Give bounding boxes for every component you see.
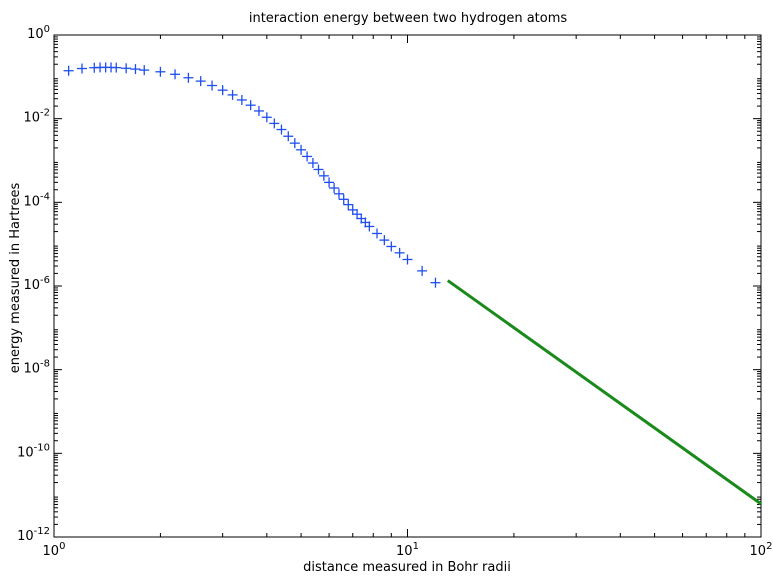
data-point [227, 89, 238, 100]
data-point [63, 65, 74, 76]
y-tick-label: 100 [27, 24, 50, 42]
y-tick-label: 10-12 [17, 526, 50, 544]
data-point [207, 80, 218, 91]
data-point [313, 164, 324, 175]
plot-frame [53, 34, 762, 538]
y-tick-label: 10-4 [23, 191, 50, 209]
data-point [307, 158, 318, 169]
x-tick-label: 100 [43, 541, 66, 559]
asymptote-line [446, 279, 762, 506]
data-point [379, 235, 390, 246]
data-point [139, 65, 150, 76]
data-point [318, 170, 329, 181]
plot-area [63, 62, 762, 506]
data-point [417, 265, 428, 276]
y-axis-label: energy measured in Hartrees [8, 183, 23, 374]
data-point [394, 247, 405, 258]
data-point [253, 105, 264, 116]
data-point [236, 94, 247, 105]
data-point [170, 69, 181, 80]
data-point [296, 144, 307, 155]
x-tick-label: 101 [396, 541, 419, 559]
data-point [183, 72, 194, 83]
scatter-series [63, 62, 441, 288]
data-point [402, 254, 413, 265]
data-point [76, 63, 87, 74]
data-point [276, 124, 287, 135]
data-point [269, 118, 280, 129]
y-tick-label: 10-8 [23, 359, 50, 377]
data-point [283, 131, 294, 142]
y-tick-label: 10-2 [23, 108, 50, 126]
data-point [245, 100, 256, 111]
data-point [430, 277, 441, 288]
data-point [121, 63, 132, 74]
data-point [360, 217, 371, 228]
data-point [261, 112, 272, 123]
data-point [333, 188, 344, 199]
data-point [338, 194, 349, 205]
data-point [130, 64, 141, 75]
data-point [364, 221, 375, 232]
y-tick-label: 10-10 [17, 442, 50, 460]
axes: 100 101 102 10-12 10-10 10-8 10-6 10-4 10-2 100 [17, 24, 772, 559]
data-point [386, 241, 397, 252]
data-point [302, 151, 313, 162]
data-point [347, 204, 358, 215]
y-tick-label: 10-6 [23, 275, 50, 293]
x-axis-label: distance measured in Bohr radii [303, 560, 511, 575]
data-point [329, 183, 340, 194]
data-point [217, 85, 228, 96]
chart-title: interaction energy between two hydrogen … [249, 11, 568, 26]
data-point [195, 76, 206, 87]
data-point [289, 138, 300, 149]
data-point [324, 177, 335, 188]
x-tick-label: 102 [750, 541, 773, 559]
data-point [155, 66, 166, 77]
data-point [352, 209, 363, 220]
data-point [343, 199, 354, 210]
data-point [111, 62, 122, 73]
data-point [372, 228, 383, 239]
